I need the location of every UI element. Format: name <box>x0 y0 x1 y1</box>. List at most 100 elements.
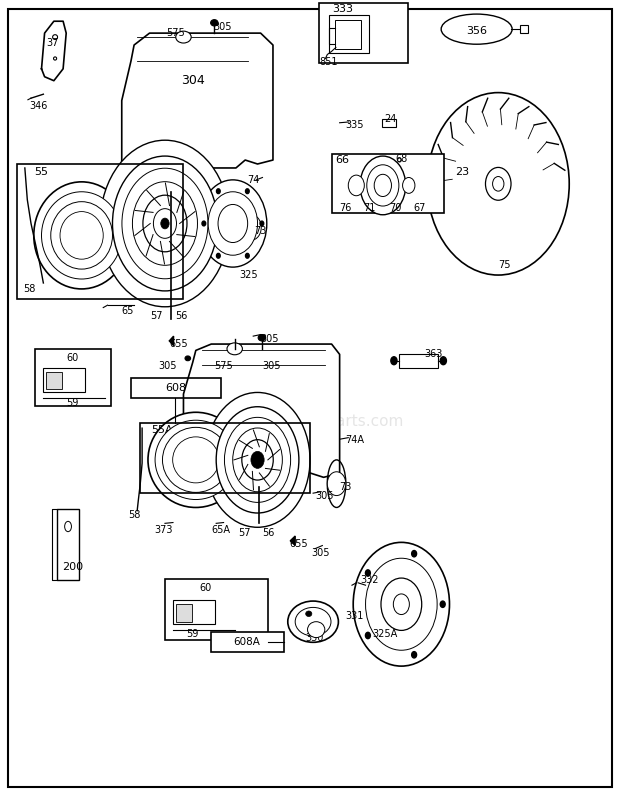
Circle shape <box>485 167 511 201</box>
Text: 575: 575 <box>215 361 233 371</box>
Circle shape <box>365 632 370 638</box>
Circle shape <box>366 558 437 650</box>
Circle shape <box>260 221 264 226</box>
Text: 305: 305 <box>316 490 334 501</box>
Text: 74A: 74A <box>345 435 364 445</box>
Ellipse shape <box>175 31 191 43</box>
Polygon shape <box>169 336 174 345</box>
Bar <box>329 15 369 53</box>
Bar <box>43 368 86 392</box>
Circle shape <box>100 140 230 306</box>
Circle shape <box>327 472 346 496</box>
Circle shape <box>216 253 220 258</box>
Text: 331: 331 <box>345 611 363 621</box>
Text: 57: 57 <box>238 528 251 538</box>
Circle shape <box>246 253 249 258</box>
Text: 73: 73 <box>340 482 352 492</box>
Text: 65A: 65A <box>211 525 230 535</box>
Text: 335: 335 <box>345 120 364 130</box>
Bar <box>173 600 215 624</box>
Bar <box>140 423 310 494</box>
Text: 200: 200 <box>62 562 83 572</box>
Polygon shape <box>184 344 340 478</box>
Ellipse shape <box>162 427 229 493</box>
Circle shape <box>251 451 264 468</box>
Ellipse shape <box>60 212 104 259</box>
Circle shape <box>224 417 291 502</box>
Text: 58: 58 <box>23 283 35 294</box>
Ellipse shape <box>258 334 265 341</box>
Ellipse shape <box>227 343 242 355</box>
Text: 60: 60 <box>66 353 79 363</box>
Text: 59: 59 <box>66 398 79 408</box>
Polygon shape <box>122 33 273 168</box>
Text: 655: 655 <box>290 539 308 549</box>
Bar <box>17 164 184 298</box>
Circle shape <box>122 168 208 279</box>
Circle shape <box>199 180 267 267</box>
Circle shape <box>205 392 310 527</box>
Text: 851: 851 <box>319 57 338 67</box>
Text: 76: 76 <box>340 203 352 213</box>
Ellipse shape <box>42 192 122 279</box>
Text: 74: 74 <box>247 175 259 185</box>
Bar <box>35 349 111 406</box>
Circle shape <box>112 156 218 291</box>
Text: 332: 332 <box>360 576 378 585</box>
Text: 65: 65 <box>122 306 134 316</box>
Text: 305: 305 <box>262 361 281 371</box>
Text: 655: 655 <box>170 339 188 349</box>
Text: 73: 73 <box>254 226 267 236</box>
Ellipse shape <box>148 412 244 508</box>
Circle shape <box>391 357 397 365</box>
Circle shape <box>153 209 177 238</box>
Ellipse shape <box>64 521 71 532</box>
Circle shape <box>440 357 446 365</box>
Text: 305: 305 <box>260 334 279 344</box>
Bar <box>131 378 221 398</box>
Text: eReplacementParts.com: eReplacementParts.com <box>217 414 403 429</box>
Bar <box>211 632 284 652</box>
Ellipse shape <box>185 356 190 361</box>
Bar <box>319 3 407 63</box>
Text: 305: 305 <box>159 361 177 371</box>
Text: 67: 67 <box>414 203 426 213</box>
Text: 325A: 325A <box>373 630 398 639</box>
Ellipse shape <box>308 622 325 638</box>
Text: 23: 23 <box>456 167 469 177</box>
Text: 66: 66 <box>335 155 350 165</box>
Text: 363: 363 <box>424 349 443 359</box>
Circle shape <box>216 189 220 193</box>
Circle shape <box>360 156 405 215</box>
Ellipse shape <box>295 607 331 636</box>
Circle shape <box>374 174 391 197</box>
Ellipse shape <box>211 20 218 26</box>
Circle shape <box>246 189 249 193</box>
Text: 58: 58 <box>128 510 140 521</box>
Text: 304: 304 <box>246 412 270 424</box>
Text: 325: 325 <box>239 270 257 280</box>
Ellipse shape <box>288 601 339 642</box>
Circle shape <box>412 652 417 658</box>
Text: 608: 608 <box>165 383 186 392</box>
Ellipse shape <box>441 14 512 45</box>
Text: 356: 356 <box>466 25 487 36</box>
Ellipse shape <box>53 35 58 40</box>
Text: 330: 330 <box>306 633 324 642</box>
Text: 304: 304 <box>181 74 205 88</box>
Text: 305: 305 <box>311 548 330 558</box>
Circle shape <box>393 594 409 615</box>
Text: 55A: 55A <box>151 425 173 435</box>
Ellipse shape <box>51 201 112 269</box>
Circle shape <box>427 92 569 275</box>
Text: 75: 75 <box>498 259 511 270</box>
Bar <box>332 154 444 213</box>
Text: 57: 57 <box>151 310 163 321</box>
Ellipse shape <box>327 460 346 508</box>
Circle shape <box>241 215 261 240</box>
Text: 59: 59 <box>187 630 199 639</box>
Bar <box>399 353 438 368</box>
Polygon shape <box>290 536 295 545</box>
Text: 68: 68 <box>395 154 407 164</box>
Bar <box>335 21 361 49</box>
